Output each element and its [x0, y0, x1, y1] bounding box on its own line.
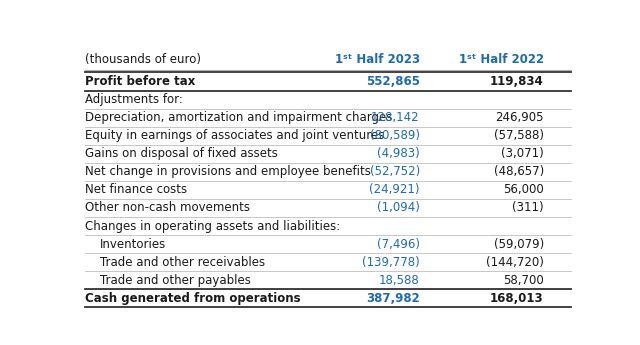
Text: 119,834: 119,834 [490, 75, 544, 88]
Text: 168,013: 168,013 [490, 292, 544, 305]
Text: 387,982: 387,982 [366, 292, 420, 305]
Text: 128,142: 128,142 [371, 111, 420, 124]
Text: Changes in operating assets and liabilities:: Changes in operating assets and liabilit… [85, 219, 340, 233]
Text: Trade and other payables: Trade and other payables [100, 274, 251, 287]
Text: 18,588: 18,588 [379, 274, 420, 287]
Text: Other non-cash movements: Other non-cash movements [85, 201, 250, 215]
Text: (4,983): (4,983) [377, 147, 420, 160]
Text: Equity in earnings of associates and joint ventures: Equity in earnings of associates and joi… [85, 129, 385, 142]
Text: 1ˢᵗ Half 2022: 1ˢᵗ Half 2022 [459, 53, 544, 66]
Text: Depreciation, amortization and impairment charges: Depreciation, amortization and impairmen… [85, 111, 392, 124]
Text: Profit before tax: Profit before tax [85, 75, 195, 88]
Text: 1ˢᵗ Half 2023: 1ˢᵗ Half 2023 [335, 53, 420, 66]
Text: (7,496): (7,496) [377, 238, 420, 250]
Text: (3,071): (3,071) [501, 147, 544, 160]
Text: Cash generated from operations: Cash generated from operations [85, 292, 301, 305]
Text: (48,657): (48,657) [493, 165, 544, 178]
Text: Inventories: Inventories [100, 238, 166, 250]
Text: (1,094): (1,094) [377, 201, 420, 215]
Text: Net finance costs: Net finance costs [85, 184, 187, 196]
Text: Trade and other receivables: Trade and other receivables [100, 256, 265, 269]
Text: 56,000: 56,000 [503, 184, 544, 196]
Text: Net change in provisions and employee benefits: Net change in provisions and employee be… [85, 165, 371, 178]
Text: (59,079): (59,079) [493, 238, 544, 250]
Text: 246,905: 246,905 [495, 111, 544, 124]
Text: (139,778): (139,778) [362, 256, 420, 269]
Text: (52,752): (52,752) [369, 165, 420, 178]
Text: (144,720): (144,720) [486, 256, 544, 269]
Text: (thousands of euro): (thousands of euro) [85, 53, 201, 66]
Text: Gains on disposal of fixed assets: Gains on disposal of fixed assets [85, 147, 278, 160]
Text: Adjustments for:: Adjustments for: [85, 93, 183, 106]
Text: (24,921): (24,921) [369, 184, 420, 196]
Text: (80,589): (80,589) [370, 129, 420, 142]
Text: (57,588): (57,588) [494, 129, 544, 142]
Text: 58,700: 58,700 [503, 274, 544, 287]
Text: 552,865: 552,865 [366, 75, 420, 88]
Text: (311): (311) [512, 201, 544, 215]
